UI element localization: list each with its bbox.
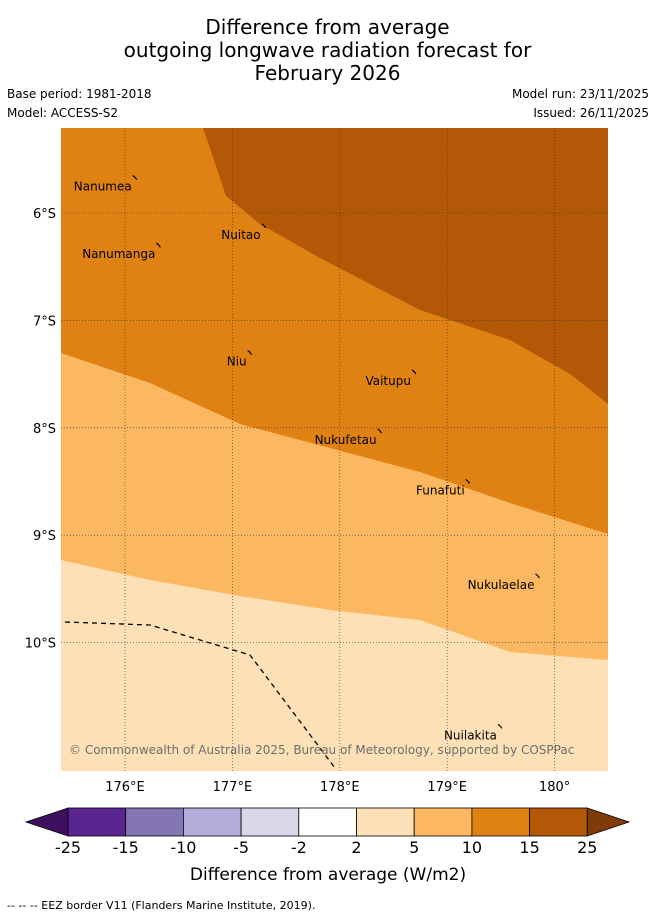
title-line-2: outgoing longwave radiation forecast for [123, 38, 532, 62]
title-line-3: February 2026 [254, 61, 401, 85]
lat-tick-label: 10°S [25, 637, 56, 652]
chart-title: Difference from average outgoing longwav… [0, 16, 655, 85]
island-outline [247, 350, 253, 355]
island-label: Nukulaelae [468, 578, 535, 592]
island-label: Vaitupu [365, 374, 411, 388]
lat-tick-label: 7°S [33, 314, 56, 329]
base-period: Base period: 1981-2018 [7, 87, 152, 101]
island-outline [535, 573, 540, 579]
island-outline [156, 242, 161, 248]
island-outline [377, 428, 383, 434]
colorbar-segment [182, 807, 242, 837]
island-marker: Nanumanga [82, 242, 161, 261]
colorbar-tick-label: 10 [462, 838, 482, 857]
island-label: Nuilakita [444, 728, 497, 742]
island-marker: Funafuti [416, 478, 471, 498]
issued-date: Issued: 26/11/2025 [533, 106, 649, 120]
colorbar-segment [413, 807, 473, 837]
lon-tick-label: 180° [539, 780, 570, 795]
island-label: Nanumanga [82, 247, 155, 261]
island-marker: Nuilakita [444, 723, 503, 742]
island-outline [497, 723, 503, 729]
island-outline [261, 223, 267, 229]
colorbar-segment [125, 807, 184, 837]
colorbar-tick-label: -15 [113, 838, 139, 857]
colorbar-tick-label: 5 [409, 838, 419, 857]
colorbar-high-extend [586, 807, 631, 837]
island-label: Nukufetau [315, 433, 377, 447]
island-marker: Nukufetau [315, 428, 383, 447]
title-line-1: Difference from average [205, 15, 450, 39]
colorbar-tick-label: -2 [291, 838, 307, 857]
copyright-notice: © Commonwealth of Australia 2025, Bureau… [69, 743, 574, 757]
model-run: Model run: 23/11/2025 [511, 87, 649, 101]
colorbar-segment [356, 807, 415, 837]
island-outline [465, 478, 471, 484]
island-label: Niu [227, 355, 247, 369]
colorbar-tick-label: -25 [55, 838, 81, 857]
colorbar-low-extend [24, 807, 69, 837]
colorbar-tick-label: -5 [233, 838, 249, 857]
colorbar-tick-label: -10 [170, 838, 196, 857]
island-marker: Vaitupu [365, 369, 417, 388]
colorbar-segment [529, 807, 588, 837]
colorbar-segment [67, 807, 127, 837]
colorbar-label: Difference from average (W/m2) [190, 865, 466, 885]
lat-tick-label: 8°S [33, 422, 56, 437]
lat-tick-label: 9°S [33, 529, 56, 544]
island-marker: Nanumea [74, 175, 138, 194]
map-area: Nanumea Nuitao Nanumanga Niu Vaitupu Nukufeta… [61, 128, 608, 771]
axis-labels: 6°S 7°S 8°S 9°S 10°S 176°E 177°E 178°E 179°E 180° [25, 207, 571, 795]
lon-tick-label: 177°E [213, 780, 253, 795]
colorbar: -25 -15 -10 -5 -2 2 5 10 15 25 [24, 807, 631, 857]
island-marker: Nuitao [221, 223, 267, 242]
colorbar-tick-label: 25 [577, 838, 597, 857]
colorbar-tick-label: 2 [351, 838, 361, 857]
lon-tick-label: 178°E [320, 780, 360, 795]
island-label: Nuitao [221, 228, 260, 242]
island-outline [411, 369, 417, 375]
model-name: Model: ACCESS-S2 [7, 106, 119, 120]
island-marker: Niu [227, 350, 253, 369]
colorbar-segment [298, 807, 357, 837]
colorbar-segment [240, 807, 300, 837]
graticule [61, 128, 608, 771]
lon-tick-label: 176°E [105, 780, 145, 795]
colorbar-tick-label: 15 [519, 838, 539, 857]
island-label: Nanumea [74, 180, 132, 194]
eez-border-line [64, 621, 336, 769]
island-label: Funafuti [416, 484, 465, 498]
island-outline [132, 175, 138, 180]
lon-tick-label: 179°E [427, 780, 467, 795]
colorbar-segment [471, 807, 530, 837]
band-15-25 [203, 128, 608, 404]
eez-legend-note: -- -- -- EEZ border V11 (Flanders Marine… [7, 899, 316, 912]
lat-tick-label: 6°S [33, 207, 56, 222]
island-labels: Nanumea Nuitao Nanumanga Niu Vaitupu Nukufeta… [74, 175, 540, 742]
island-marker: Nukulaelae [468, 573, 540, 592]
